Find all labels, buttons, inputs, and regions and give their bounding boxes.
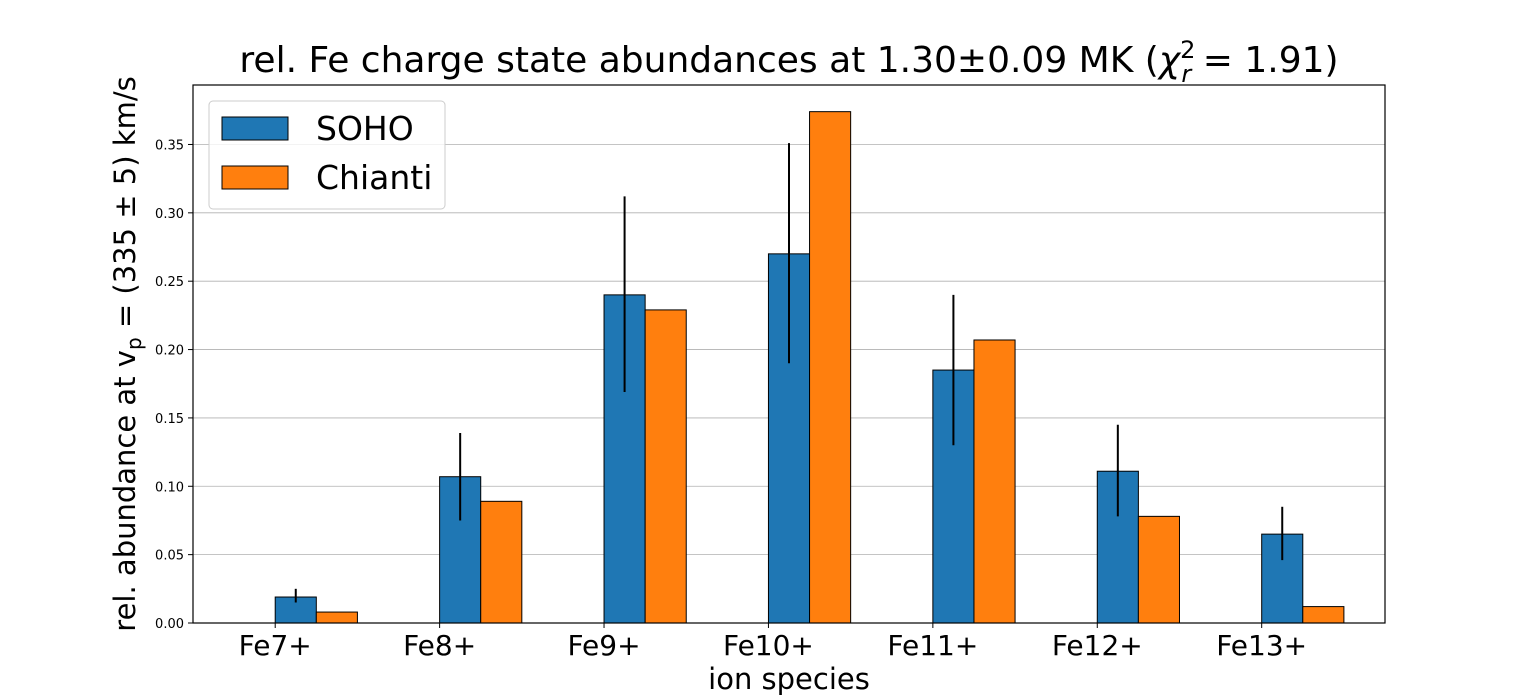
legend-swatch-chianti [221, 165, 289, 190]
x-axis-ticks: Fe7+ Fe8+ Fe9+ Fe10+ Fe11+ Fe12+ Fe13+ [239, 623, 1307, 662]
bar-chianti-fe10plus [809, 111, 852, 624]
x-tick-label: Fe9+ [567, 629, 640, 662]
error-bar-layer [294, 143, 1284, 603]
bar-chianti-fe13plus [1302, 606, 1345, 624]
chart-title: rel. Fe charge state abundances at 1.30±… [239, 36, 1338, 88]
y-label-sub: p [122, 337, 146, 350]
x-tick-label: Fe12+ [1052, 629, 1143, 662]
chart-title-chi: χ [1157, 40, 1182, 81]
bar-chianti-fe12plus [1137, 515, 1180, 624]
x-tick-label: Fe11+ [887, 629, 978, 662]
y-tick-label: 0.20 [155, 344, 184, 359]
y-tick-label: 0.00 [155, 617, 184, 632]
bar-chianti-fe8plus [480, 500, 523, 624]
y-tick-label: 0.35 [155, 138, 184, 153]
bar-chianti-fe9plus [644, 309, 687, 624]
x-tick-label: Fe7+ [239, 629, 312, 662]
chart-title-prefix: rel. Fe charge state abundances at 1.30±… [239, 40, 1158, 81]
legend-label-soho: SOHO [316, 109, 414, 148]
plot-frame [192, 84, 1386, 624]
legend: SOHO Chianti [208, 100, 446, 210]
x-axis-label: ion species [708, 662, 870, 696]
legend-swatch-soho [221, 116, 289, 141]
legend-label-chianti: Chianti [316, 158, 432, 197]
bar-chianti-fe11plus [973, 339, 1016, 624]
y-tick-label: 0.10 [155, 480, 184, 495]
y-label-suffix: = (335 ± 5) km/s [108, 76, 142, 337]
y-tick-label: 0.05 [155, 549, 184, 564]
chart-title-suffix: = 1.91) [1191, 40, 1338, 81]
chart-title-sub: r [1181, 60, 1193, 88]
y-tick-label: 0.15 [155, 412, 184, 427]
x-tick-label: Fe10+ [723, 629, 814, 662]
chart-title-sup: 2 [1180, 36, 1195, 64]
x-tick-label: Fe13+ [1216, 629, 1307, 662]
y-label-prefix: rel. abundance at v [108, 350, 142, 632]
y-tick-label: 0.25 [155, 275, 184, 290]
x-tick-label: Fe8+ [403, 629, 476, 662]
bar-chianti-fe7plus [315, 611, 358, 624]
y-axis-ticks: 0.00 0.05 0.10 0.15 0.20 0.25 0.30 0.35 [155, 138, 193, 632]
y-axis-label: rel. abundance at vp = (335 ± 5) km/s [108, 76, 146, 631]
y-tick-label: 0.30 [155, 207, 184, 222]
